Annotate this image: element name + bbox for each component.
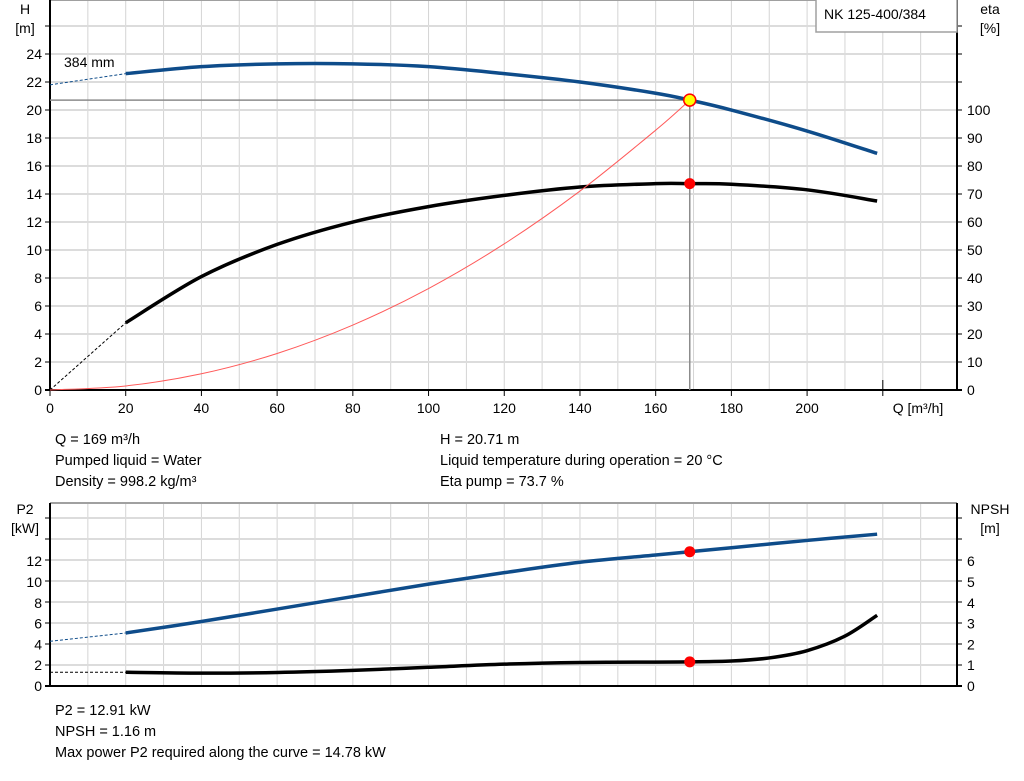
- y-axis-label: [kW]: [11, 520, 39, 536]
- y-tick-label: 18: [26, 130, 42, 146]
- x-tick-label: 60: [269, 400, 285, 416]
- y-tick-label: 2: [34, 657, 42, 673]
- y2-tick-label: 90: [967, 130, 983, 146]
- y-tick-label: 10: [26, 242, 42, 258]
- title-box: [815, 0, 958, 33]
- y-tick-label: 2: [34, 354, 42, 370]
- x-tick-label: 120: [493, 400, 517, 416]
- y-tick-label: 12: [26, 553, 42, 569]
- y2-tick-label: 1: [967, 657, 975, 673]
- head-duty-point: [682, 93, 697, 107]
- info-q: Q = 169 m³/h: [55, 432, 141, 448]
- y-tick-label: 0: [34, 678, 42, 694]
- y-tick-label: 4: [34, 636, 42, 652]
- x-tick-label: 40: [194, 400, 210, 416]
- y2-axis-label: [%]: [980, 20, 1000, 36]
- y2-tick-label: 5: [967, 574, 975, 590]
- y2-tick-label: 0: [967, 678, 975, 694]
- y-tick-label: 20: [26, 102, 42, 118]
- x-axis-label: Q [m³/h]: [893, 400, 944, 416]
- y2-tick-label: 4: [967, 595, 975, 611]
- y2-tick-label: 60: [967, 214, 983, 230]
- y2-tick-label: 50: [967, 242, 983, 258]
- y2-tick-label: 20: [967, 326, 983, 342]
- y-tick-label: 6: [34, 298, 42, 314]
- y2-tick-label: 10: [967, 354, 983, 370]
- power-duty-point: [684, 546, 696, 558]
- x-tick-label: 200: [795, 400, 819, 416]
- y-axis-label: H: [20, 1, 30, 17]
- y-tick-label: 12: [26, 214, 42, 230]
- info-h: H = 20.71 m: [440, 432, 520, 448]
- x-tick-label: 100: [417, 400, 441, 416]
- info-p2: P2 = 12.91 kW: [55, 703, 151, 719]
- y-tick-label: 10: [26, 574, 42, 590]
- npsh-curve: [125, 613, 879, 675]
- info-max-p2: Max power P2 required along the curve = …: [55, 745, 386, 761]
- x-tick-label: 20: [118, 400, 134, 416]
- efficiency-curve: [124, 181, 878, 325]
- x-tick-label: 80: [345, 400, 361, 416]
- y-tick-label: 8: [34, 595, 42, 611]
- head-curve-extrapolated: [49, 73, 126, 86]
- power-curve: [125, 532, 878, 635]
- info-liquid: Pumped liquid = Water: [55, 453, 202, 469]
- y-tick-label: 8: [34, 270, 42, 286]
- y-tick-label: 6: [34, 616, 42, 632]
- y2-tick-label: 3: [967, 616, 975, 632]
- y2-tick-label: 40: [967, 270, 983, 286]
- head-curve: [125, 61, 878, 156]
- y-tick-label: 4: [34, 326, 42, 342]
- y2-tick-label: 2: [967, 636, 975, 652]
- y2-axis-label: [m]: [980, 520, 999, 536]
- y2-tick-label: 0: [967, 382, 975, 398]
- y2-tick-label: 70: [967, 186, 983, 202]
- y-tick-label: 16: [26, 158, 42, 174]
- info-temp: Liquid temperature during operation = 20…: [440, 453, 723, 469]
- y-tick-label: 22: [26, 74, 42, 90]
- y-axis-label: [m]: [15, 20, 34, 36]
- info-npsh: NPSH = 1.16 m: [55, 724, 157, 740]
- y-tick-label: 14: [26, 186, 42, 202]
- x-tick-label: 140: [568, 400, 592, 416]
- chart-title: NK 125-400/384: [824, 6, 926, 22]
- power-curve-extrapolated: [49, 632, 126, 642]
- y-tick-label: 0: [34, 382, 42, 398]
- y2-tick-label: 6: [967, 553, 975, 569]
- y-tick-label: 24: [26, 46, 42, 62]
- efficiency-curve-extrapolated: [49, 322, 127, 391]
- info-density: Density = 998.2 kg/m³: [55, 474, 197, 490]
- npsh-duty-point: [684, 656, 696, 668]
- y-axis-label: P2: [16, 501, 33, 517]
- info-eta: Eta pump = 73.7 %: [440, 474, 564, 490]
- y2-tick-label: 80: [967, 158, 983, 174]
- x-tick-label: 160: [644, 400, 668, 416]
- system-curve: [49, 99, 691, 391]
- y2-axis-label: NPSH: [971, 501, 1010, 517]
- curve-label: 384 mm: [64, 54, 115, 70]
- y2-tick-label: 100: [967, 102, 991, 118]
- y2-axis-label: eta: [980, 1, 1000, 17]
- efficiency-duty-point: [684, 178, 696, 190]
- y2-tick-label: 30: [967, 298, 983, 314]
- x-tick-label: 180: [720, 400, 744, 416]
- x-tick-label: 0: [46, 400, 54, 416]
